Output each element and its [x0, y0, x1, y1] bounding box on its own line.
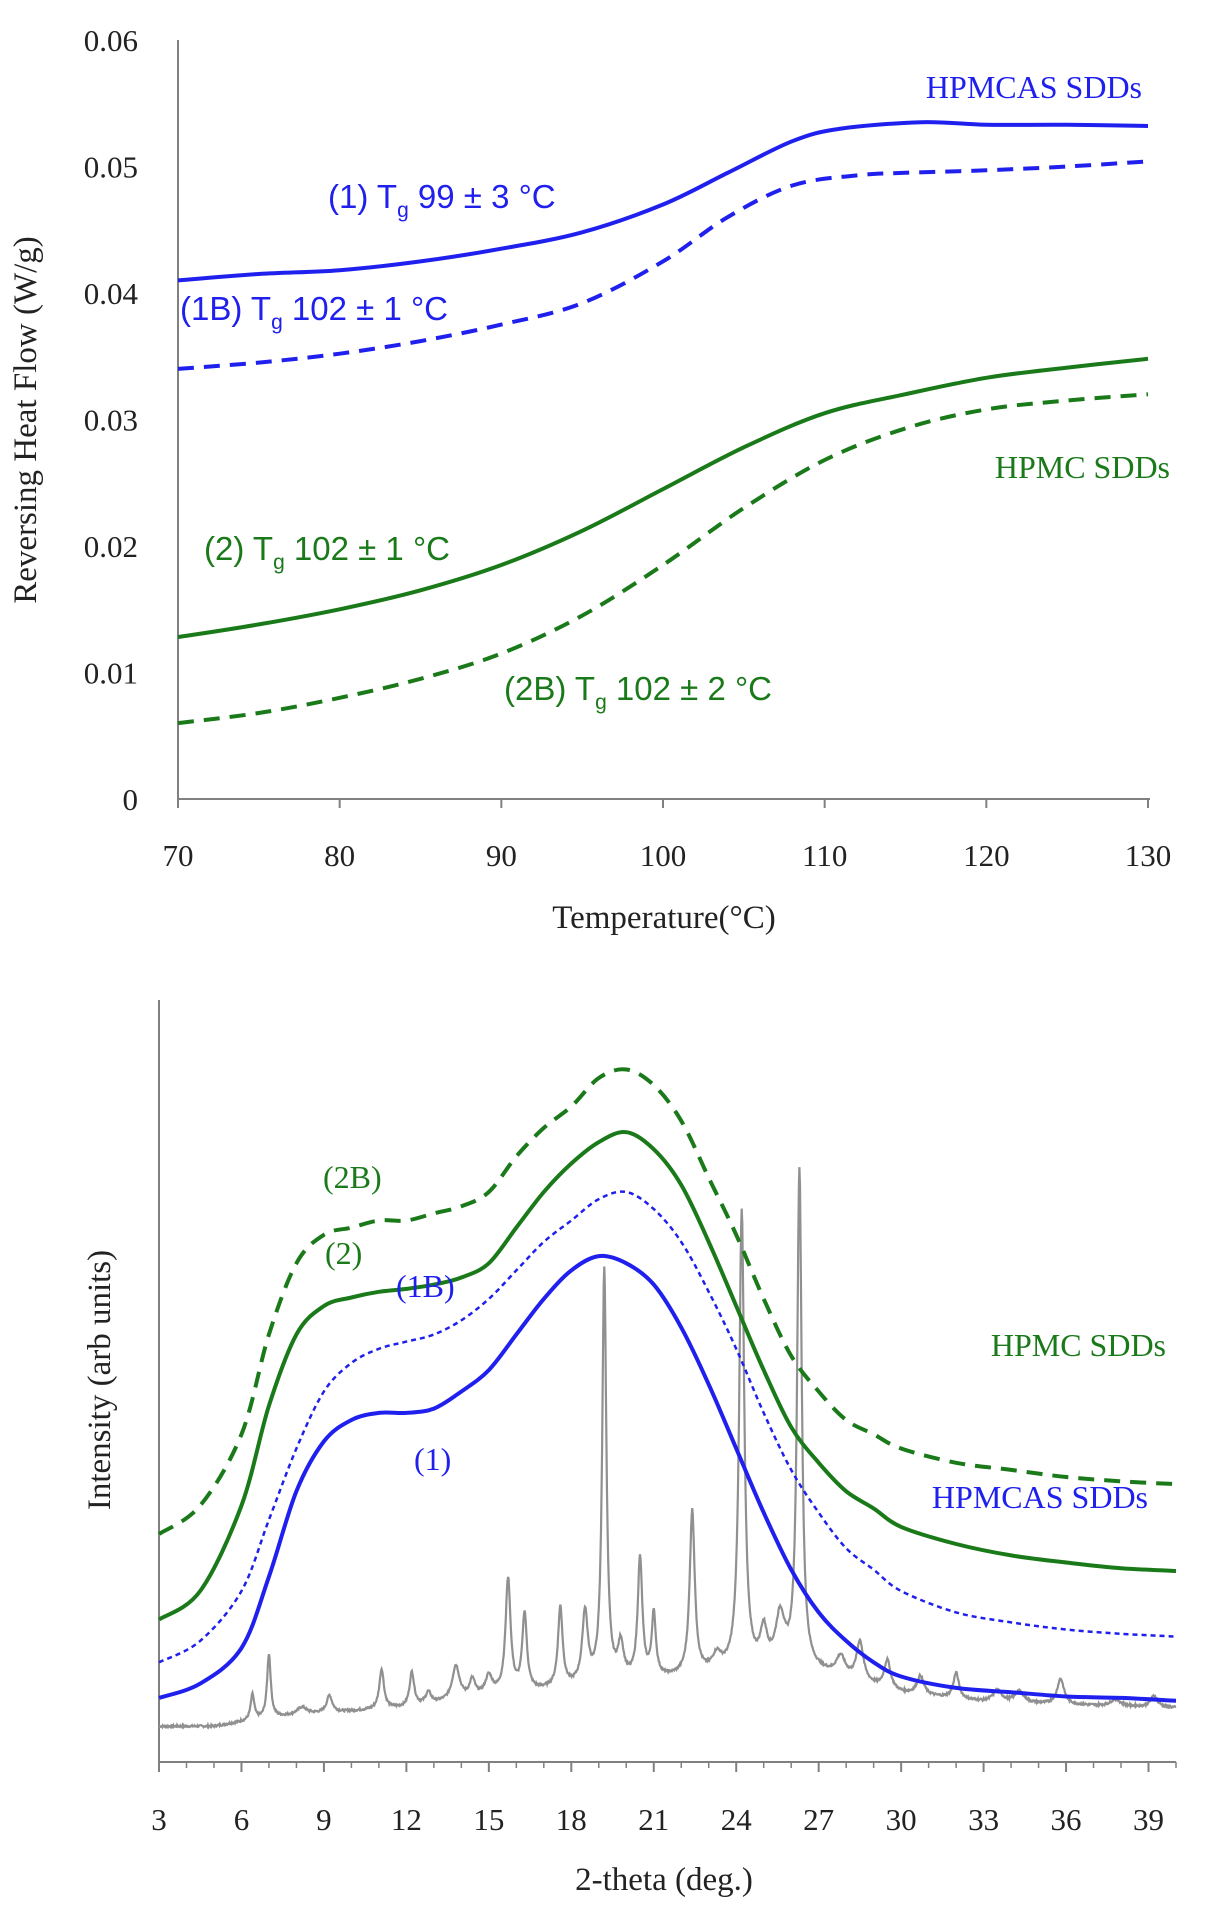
top-series-2-hpmc-sdd	[177, 356, 1149, 640]
top-label-hpmc-sdds: HPMC SDDs	[995, 449, 1170, 485]
top-x-tick-5: 120	[963, 838, 1010, 873]
bottom-label-hpmc-sdds: HPMC SDDs	[991, 1327, 1166, 1363]
bottom-series-2b	[157, 1067, 1177, 1536]
top-y-axis-title: Reversing Heat Flow (W/g)	[8, 236, 44, 604]
bottom-series-1b	[158, 1190, 1177, 1664]
annotation-1-tg: (1) Tg 99 ± 3 °C	[328, 178, 556, 222]
bottom-x-tick-10: 33	[968, 1802, 999, 1837]
bottom-x-tick-5: 18	[556, 1802, 587, 1837]
dsc-chart: 0 0.01 0.02 0.03 0.04 0.05 0.06 70 80 90 100 110 12…	[8, 23, 1171, 936]
bottom-x-tick-9: 30	[886, 1802, 917, 1837]
top-y-tick-5: 0.05	[84, 150, 138, 185]
bottom-x-axis-title: 2-theta (deg.)	[575, 1862, 753, 1898]
top-series-lines	[177, 120, 1149, 726]
label-1b: (1B)	[396, 1268, 455, 1304]
top-series-2b-hpmc-sdd	[177, 392, 1149, 726]
xrd-chart: 3 6 9 12 15 18 21 24 27 30 33 36 39 Intensity (arb u…	[82, 1000, 1177, 1898]
top-x-tick-4: 110	[802, 838, 847, 873]
top-x-tick-1: 80	[324, 838, 355, 873]
bottom-x-tick-labels: 3 6 9 12 15 18 21 24 27 30 33 36 39	[151, 1762, 1177, 1837]
top-series-1-hpmcas-sdd	[177, 120, 1149, 283]
bottom-x-tick-8: 27	[803, 1802, 834, 1837]
bottom-x-tick-1: 6	[234, 1802, 250, 1837]
bottom-series-2	[157, 1130, 1177, 1622]
bottom-series-crystalline	[158, 1167, 1177, 1730]
top-x-tick-0: 70	[163, 838, 194, 873]
top-series-1b-hpmcas-sdd	[177, 159, 1149, 371]
label-2b: (2B)	[323, 1159, 382, 1195]
bottom-x-tick-6: 21	[638, 1802, 669, 1837]
label-1: (1)	[414, 1441, 451, 1477]
top-x-axis-title: Temperature(°C)	[552, 900, 775, 936]
top-x-tick-3: 100	[640, 838, 687, 873]
label-2: (2)	[325, 1235, 362, 1271]
bottom-x-tick-2: 9	[316, 1802, 332, 1837]
annotation-1b-tg: (1B) Tg 102 ± 1 °C	[180, 290, 448, 334]
top-y-tick-6: 0.06	[84, 23, 138, 58]
bottom-y-axis-title: Intensity (arb units)	[82, 1250, 118, 1510]
top-y-tick-0: 0	[123, 782, 139, 817]
top-y-tick-2: 0.02	[84, 529, 138, 564]
annotation-2b-tg: (2B) Tg 102 ± 2 °C	[504, 670, 772, 714]
top-x-tick-2: 90	[486, 838, 517, 873]
top-y-tick-labels: 0 0.01 0.02 0.03 0.04 0.05 0.06	[84, 23, 139, 817]
bottom-series-lines	[157, 1067, 1177, 1730]
top-y-tick-4: 0.04	[84, 276, 139, 311]
bottom-x-tick-11: 36	[1051, 1802, 1082, 1837]
bottom-x-tick-4: 15	[473, 1802, 504, 1837]
bottom-label-hpmcas-sdds: HPMCAS SDDs	[932, 1479, 1148, 1515]
bottom-x-tick-7: 24	[721, 1802, 753, 1837]
top-y-tick-1: 0.01	[84, 656, 138, 691]
bottom-x-tick-0: 3	[151, 1802, 167, 1837]
top-x-tick-6: 130	[1125, 838, 1172, 873]
bottom-series-1	[158, 1253, 1177, 1703]
bottom-x-tick-12: 39	[1133, 1802, 1164, 1837]
top-y-tick-3: 0.03	[84, 403, 138, 438]
bottom-x-tick-3: 12	[391, 1802, 422, 1837]
annotation-2-tg: (2) Tg 102 ± 1 °C	[204, 530, 450, 574]
top-x-tick-labels: 70 80 90 100 110 120 130	[163, 799, 1172, 873]
top-label-hpmcas-sdds: HPMCAS SDDs	[926, 69, 1142, 105]
